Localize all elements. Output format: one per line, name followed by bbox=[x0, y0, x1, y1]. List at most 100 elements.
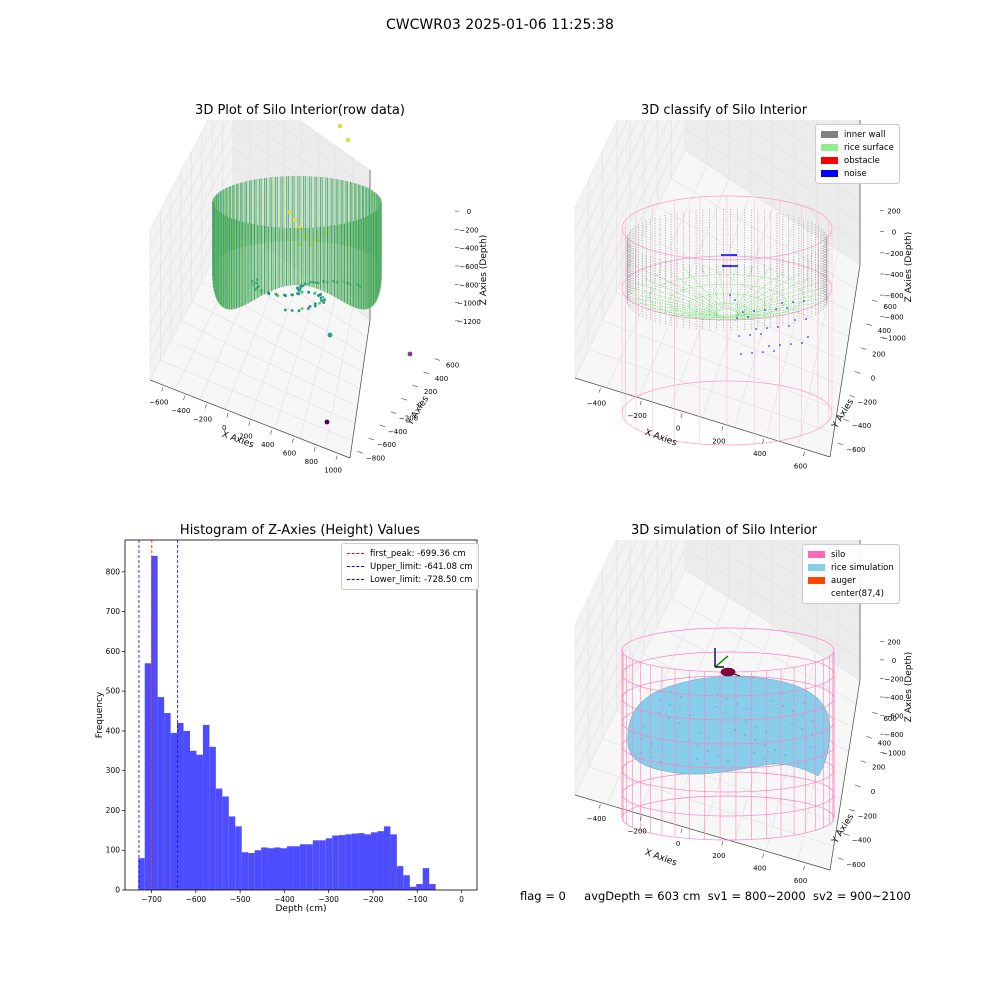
p1-z-tick-2: −400 bbox=[459, 245, 478, 253]
hist-ytick-7: 700 bbox=[106, 607, 121, 616]
silo4-front-ring-4 bbox=[621, 745, 835, 769]
hist-bar-21 bbox=[274, 847, 281, 890]
rice-grid-dot-26 bbox=[773, 762, 775, 764]
rice-grid-dot-9 bbox=[810, 746, 812, 748]
raw-point-55 bbox=[323, 298, 326, 302]
rice-grid-dot-51 bbox=[708, 737, 710, 739]
legend-item-inner-wall: inner wall bbox=[821, 128, 894, 141]
silo4-front-ring-5 bbox=[621, 769, 835, 793]
noise-cluster-29 bbox=[732, 265, 734, 267]
raw-point-6 bbox=[313, 302, 317, 306]
rice-ring-2 bbox=[687, 293, 767, 317]
rice-ray-19 bbox=[636, 282, 718, 312]
legend-item-obstacle: obstacle bbox=[821, 154, 894, 167]
p2-x-tick-3: 200 bbox=[712, 437, 725, 445]
panel2-zlabel: Z Axies (Depth) bbox=[904, 232, 914, 303]
raw-debris-1 bbox=[292, 217, 298, 223]
p4-x-tick-0: −400 bbox=[587, 815, 606, 823]
noise-point-10 bbox=[779, 344, 781, 346]
panel4-3d-plot: −400−2000200400600−600−400−2000200400600… bbox=[574, 540, 914, 885]
hist-bar-24 bbox=[293, 846, 300, 890]
silo4-back-ring-7 bbox=[621, 795, 835, 819]
raw-point-45 bbox=[267, 292, 271, 296]
raw-point-64 bbox=[276, 294, 280, 298]
rice-grid-dot-23 bbox=[716, 693, 718, 695]
silo4-front-ring-1 bbox=[621, 673, 835, 697]
noise-cluster-26 bbox=[727, 254, 729, 256]
rice-grid-dot-54 bbox=[765, 731, 767, 733]
noise-point-27 bbox=[760, 333, 762, 335]
hist-bar-15 bbox=[235, 826, 242, 890]
hist-bar-0 bbox=[138, 858, 145, 890]
panel3-title: Histogram of Z-Axies (Height) Values bbox=[179, 523, 421, 538]
rice-ray-1 bbox=[736, 297, 823, 315]
raw-point-58 bbox=[306, 307, 310, 310]
raw-point-52 bbox=[313, 291, 317, 295]
rice-ray-7 bbox=[729, 316, 754, 321]
p4-z-tick-3: −400 bbox=[884, 694, 903, 702]
noise-point-7 bbox=[740, 353, 742, 355]
rice-grid-dot-21 bbox=[678, 722, 680, 724]
noise-cluster-38 bbox=[731, 254, 733, 256]
rice-grid-dot-29 bbox=[650, 756, 652, 758]
p1-x-tick-6: 600 bbox=[283, 450, 296, 458]
noise-cluster-30 bbox=[723, 254, 725, 256]
raw-point-51 bbox=[297, 288, 301, 292]
p1-y-tick-3: −200 bbox=[399, 415, 418, 423]
noise-point-26 bbox=[747, 316, 749, 318]
hist-bar-10 bbox=[202, 724, 210, 890]
raw-point-66 bbox=[322, 301, 326, 304]
noise-point-25 bbox=[734, 299, 736, 301]
rice-ray-22 bbox=[668, 270, 722, 311]
noise-point-1 bbox=[742, 311, 744, 313]
raw-debris-12 bbox=[337, 123, 343, 129]
hist-bar-9 bbox=[196, 754, 203, 890]
rice-grid-dot-5 bbox=[734, 729, 736, 731]
hist-bar-6 bbox=[177, 722, 184, 890]
hist-bar-39 bbox=[390, 834, 397, 890]
p1-y-tick-4: 0 bbox=[417, 401, 421, 409]
p1-y-tick-2: −400 bbox=[388, 428, 407, 436]
hist-bar-34 bbox=[358, 833, 365, 890]
rice-grid-dot-17 bbox=[782, 705, 784, 707]
rice-grid-dot-35 bbox=[764, 744, 766, 746]
figure-title: CWCWR03 2025-01-06 11:25:38 bbox=[386, 17, 614, 33]
rice-grid-dot-39 bbox=[660, 761, 662, 763]
noise-cluster-34 bbox=[735, 254, 737, 256]
hist-ytick-6: 600 bbox=[106, 647, 121, 656]
rice-grid-dot-27 bbox=[792, 710, 794, 712]
hist-bar-30 bbox=[332, 835, 339, 890]
noise-point-9 bbox=[766, 327, 768, 329]
hist-bar-32 bbox=[345, 834, 352, 890]
p2-y-tick-2: −200 bbox=[858, 398, 877, 406]
rice-ray-23 bbox=[683, 267, 723, 310]
p2-z-tick-6: −1000 bbox=[882, 334, 906, 342]
legend-item-rice-simulation: rice simulation bbox=[808, 561, 894, 574]
panel2-3d-plot: −400 −200 0 200 400 600 −600 −400 −200 0 200 400 600… bbox=[574, 120, 914, 471]
rice-ray-15 bbox=[636, 302, 718, 315]
rice-grid-dot-47 bbox=[812, 720, 814, 722]
avg-depth-value: avgDepth = 603 cm bbox=[584, 889, 701, 903]
hist-bar-36 bbox=[371, 832, 378, 890]
hist-ytick-2: 200 bbox=[106, 806, 121, 815]
p4-z-tick-1: 0 bbox=[892, 657, 896, 665]
rice-grid-dot-56 bbox=[803, 702, 805, 704]
raw-point-25 bbox=[320, 299, 323, 302]
rice-grid-dot-13 bbox=[706, 763, 708, 765]
silo4-back-ring-0 bbox=[621, 627, 835, 651]
rice-grid-dot-34 bbox=[745, 721, 747, 723]
panel3-ylabel: Frequency bbox=[95, 691, 105, 738]
noise-point-11 bbox=[792, 301, 794, 303]
flag-value: flag = 0 bbox=[520, 889, 566, 903]
hist-bar-23 bbox=[286, 846, 294, 890]
hist-ytick-8: 800 bbox=[106, 567, 121, 576]
rice-grid-dot-32 bbox=[707, 750, 709, 752]
legend-item-noise: noise bbox=[821, 167, 894, 180]
raw-point-69 bbox=[297, 309, 301, 313]
rice-grid-dot-28 bbox=[811, 733, 813, 735]
silo4-front-ring-3 bbox=[621, 721, 835, 745]
rice-grid-dot-52 bbox=[727, 760, 729, 762]
hist-xtick-3: −400 bbox=[274, 895, 295, 904]
panel1-title: 3D Plot of Silo Interior(row data) bbox=[195, 103, 405, 118]
p2-y-tick-4: 200 bbox=[872, 351, 885, 359]
